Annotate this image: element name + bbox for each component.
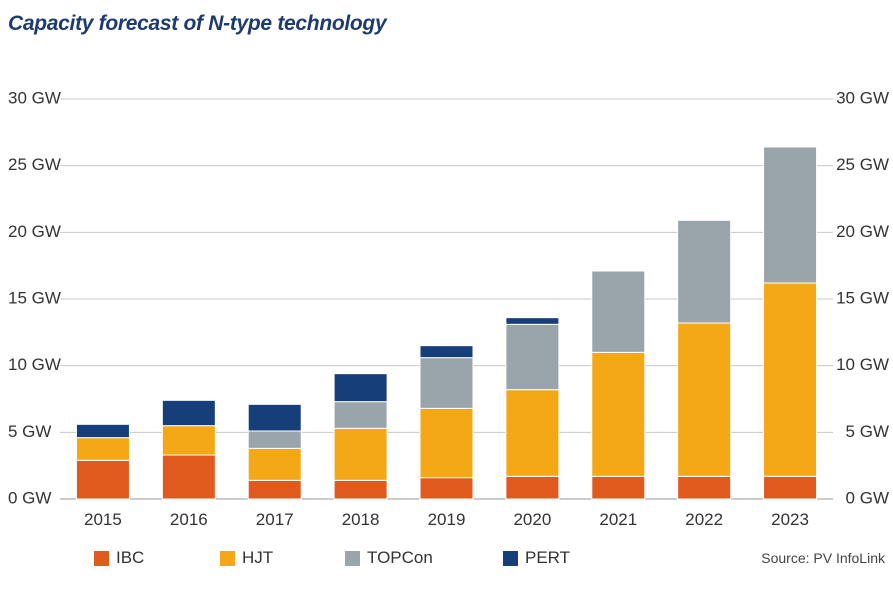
bar-segment-topcon [763,146,818,284]
bar-segment-hjt [505,389,560,477]
legend-item-pert: PERT [503,548,570,568]
bar-segment-ibc [75,459,130,500]
y-tick-right: 5 GW [846,422,889,441]
y-tick-left: 5 GW [8,422,51,441]
bar-segment-hjt [333,427,388,481]
chart-title: Capacity forecast of N-type technology [8,12,387,35]
y-tick-left: 25 GW [8,155,61,174]
bar-segment-hjt [161,425,216,456]
bar-segment-hjt [763,282,818,477]
legend-item-hjt: HJT [220,548,273,568]
bar-segment-hjt [419,407,474,479]
legend-swatch-ibc [94,550,109,566]
y-tick-left: 30 GW [8,88,61,107]
legend-item-ibc: IBC [94,548,144,568]
bar-segment-ibc [247,479,302,500]
legend-swatch-topcon [345,550,360,566]
bar-segment-ibc [419,477,474,500]
bar-segment-topcon [591,270,646,353]
legend-label-ibc: IBC [116,548,145,567]
y-tick-right: 25 GW [836,155,889,174]
x-tick-label: 2023 [771,510,809,529]
y-tick-left: 10 GW [8,355,61,374]
x-tick-label: 2019 [428,510,466,529]
bar-segment-pert [247,403,302,432]
source-note: Source: PV InfoLink [761,550,885,566]
x-tick-label: 2016 [170,510,208,529]
bar-segment-hjt [677,322,732,477]
y-tick-left: 20 GW [8,222,61,241]
x-tick-label: 2017 [256,510,294,529]
x-tick-label: 2022 [685,510,723,529]
chart-legend: IBC HJT TOPCon PERT [0,548,893,572]
bar-segment-ibc [591,475,646,500]
x-tick-label: 2021 [599,510,637,529]
bar-segment-hjt [75,437,130,461]
bar-segment-pert [419,345,474,359]
bar-segment-topcon [247,430,302,449]
y-tick-left: 15 GW [8,288,61,307]
legend-swatch-pert [503,550,518,566]
y-tick-right: 20 GW [836,222,889,241]
bar-segment-pert [75,423,130,439]
bar-segment-ibc [333,479,388,500]
legend-item-topcon: TOPCon [345,548,433,568]
x-tick-label: 2015 [84,510,122,529]
bar-segment-topcon [505,323,560,391]
x-tick-label: 2020 [513,510,551,529]
bar-segment-ibc [763,475,818,500]
y-tick-right: 15 GW [836,288,889,307]
x-tick-label: 2018 [342,510,380,529]
bar-segment-topcon [677,219,732,324]
y-tick-right: 0 GW [846,488,889,507]
bar-segment-topcon [333,401,388,429]
bar-segment-pert [333,373,388,403]
bar-segment-ibc [677,475,732,500]
legend-label-topcon: TOPCon [367,548,433,567]
y-tick-right: 30 GW [836,88,889,107]
bar-segment-ibc [505,475,560,500]
stacked-bar-chart: 0 GW 0 GW 5 GW 5 GW 10 GW 10 GW 15 GW 15 GW 20 G… [8,88,889,529]
legend-label-hjt: HJT [242,548,274,567]
bar-segment-pert [161,399,216,427]
bar-segment-hjt [591,351,646,477]
bar-segment-hjt [247,447,302,481]
y-tick-left: 0 GW [8,488,51,507]
bar-segment-pert [505,317,560,325]
bar-segment-topcon [419,357,474,409]
y-tick-right: 10 GW [836,355,889,374]
legend-label-pert: PERT [525,548,571,567]
bar-segment-ibc [161,454,216,500]
legend-swatch-hjt [220,550,235,566]
